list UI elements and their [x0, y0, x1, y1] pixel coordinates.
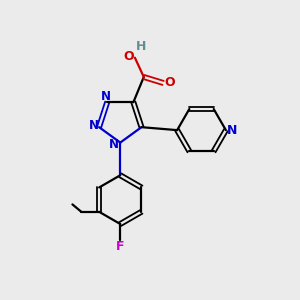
Text: N: N [101, 90, 111, 103]
Text: H: H [136, 40, 146, 53]
Text: N: N [109, 138, 119, 151]
Text: O: O [164, 76, 175, 89]
Text: N: N [227, 124, 238, 136]
Text: N: N [89, 119, 99, 132]
Text: F: F [116, 240, 124, 254]
Text: O: O [123, 50, 134, 63]
